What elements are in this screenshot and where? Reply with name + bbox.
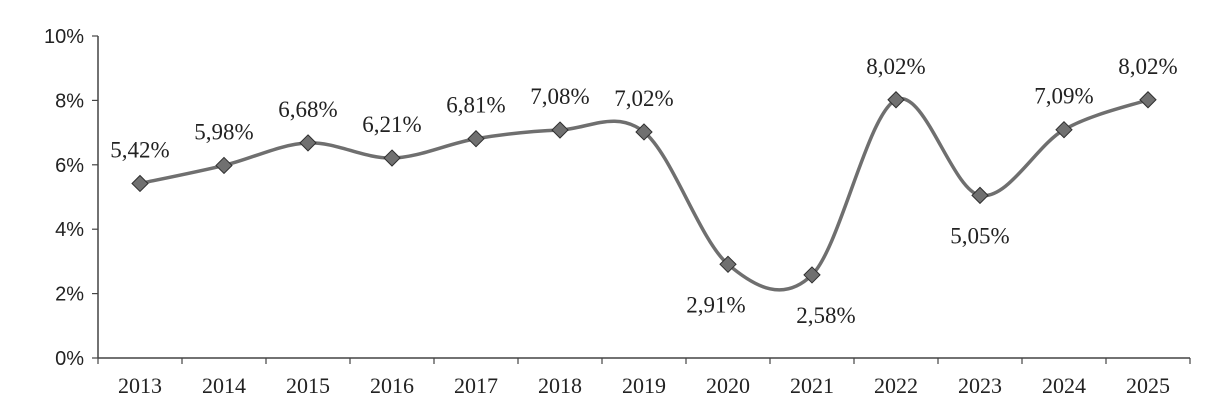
data-point-2025 (1139, 91, 1157, 109)
data-point-2021 (803, 266, 821, 284)
y-tick-label: 6% (55, 155, 84, 177)
data-point-2018 (551, 121, 569, 139)
data-label-2013: 5,42% (110, 137, 169, 162)
data-label-2020: 2,91% (686, 292, 745, 317)
data-label-2025: 8,02% (1118, 54, 1177, 79)
data-label-2022: 8,02% (866, 54, 925, 79)
y-tick-label: 8% (55, 90, 84, 112)
x-tick-label: 2024 (1042, 373, 1086, 398)
data-label-2017: 6,81% (446, 93, 505, 118)
data-label-2021: 2,58% (796, 303, 855, 328)
data-point-2017 (467, 130, 485, 148)
data-label-2024: 7,09% (1034, 84, 1093, 109)
data-label-2015: 6,68% (278, 97, 337, 122)
data-point-2023 (971, 186, 989, 205)
markers-layer (131, 91, 1157, 284)
x-tick-label: 2023 (958, 373, 1002, 398)
data-point-2020 (719, 255, 737, 274)
data-point-2019 (635, 123, 653, 141)
data-point-2016 (383, 149, 401, 167)
data-label-2018: 7,08% (530, 84, 589, 109)
y-tick-label: 10% (44, 26, 84, 48)
x-tick-label: 2016 (370, 373, 414, 398)
x-tick-label: 2013 (118, 373, 162, 398)
x-tick-label: 2014 (202, 373, 246, 398)
data-point-2013 (131, 174, 149, 193)
data-label-2023: 5,05% (950, 223, 1009, 248)
x-tick-label: 2025 (1126, 373, 1170, 398)
y-axis: 0% 2% 4% 6% 8% 10% (44, 26, 99, 370)
y-tick-label: 2% (55, 284, 84, 306)
data-label-2016: 6,21% (362, 112, 421, 137)
x-tick-label: 2018 (538, 373, 582, 398)
data-label-2014: 5,98% (194, 119, 253, 144)
data-labels-layer: 5,42% 5,98% 6,68% 6,21% 6,81% 7,08% 7,02% 2,91%… (110, 54, 1177, 328)
x-tick-label: 2017 (454, 373, 498, 398)
data-point-2022 (887, 91, 905, 109)
x-tick-label: 2021 (790, 373, 834, 398)
data-point-2014 (215, 156, 233, 175)
data-point-2015 (299, 134, 317, 152)
x-axis: 2013 2014 2015 2016 2017 2018 2019 2020 2021 2022… (97, 357, 1191, 398)
y-tick-label: 0% (55, 348, 84, 370)
y-tick-label: 4% (55, 219, 84, 241)
x-tick-label: 2019 (622, 373, 666, 398)
x-tick-label: 2015 (286, 373, 330, 398)
x-tick-label: 2020 (706, 373, 750, 398)
data-point-2024 (1055, 120, 1073, 139)
x-tick-label: 2022 (874, 373, 918, 398)
data-label-2019: 7,02% (614, 86, 673, 111)
